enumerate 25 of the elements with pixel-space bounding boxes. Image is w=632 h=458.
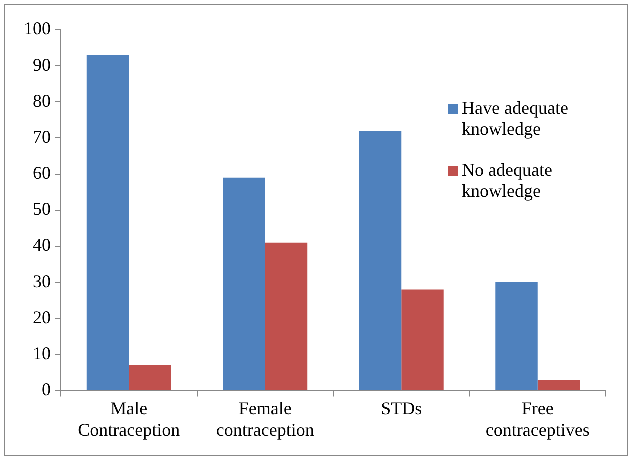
bar [265,242,308,390]
x-tick-label: STDs [381,398,422,418]
bar [86,55,130,390]
legend-label: No adequate knowledge [462,160,554,202]
bar [223,178,266,390]
x-tick-label: Free contraceptives [486,398,590,440]
x-tick-label: Female contraception [216,398,314,440]
y-tick-label: 20 [33,307,51,328]
y-tick-label: 10 [33,343,51,364]
x-tick-label: Male Contraception [78,398,180,440]
bar [359,131,402,390]
legend-label: Have adequate knowledge [462,98,570,140]
bar [538,380,580,390]
bar [129,366,172,390]
bar [496,282,538,390]
y-tick-label: 60 [33,163,51,184]
y-tick-label: 50 [33,199,51,220]
y-tick-label: 0 [42,380,51,400]
y-tick-label: 70 [33,126,51,147]
y-tick-label: 100 [24,18,51,39]
y-tick-label: 40 [33,235,51,256]
y-tick-label: 90 [33,54,51,75]
y-tick-label: 30 [33,271,51,292]
y-tick-label: 80 [33,90,51,111]
bar [402,290,444,390]
